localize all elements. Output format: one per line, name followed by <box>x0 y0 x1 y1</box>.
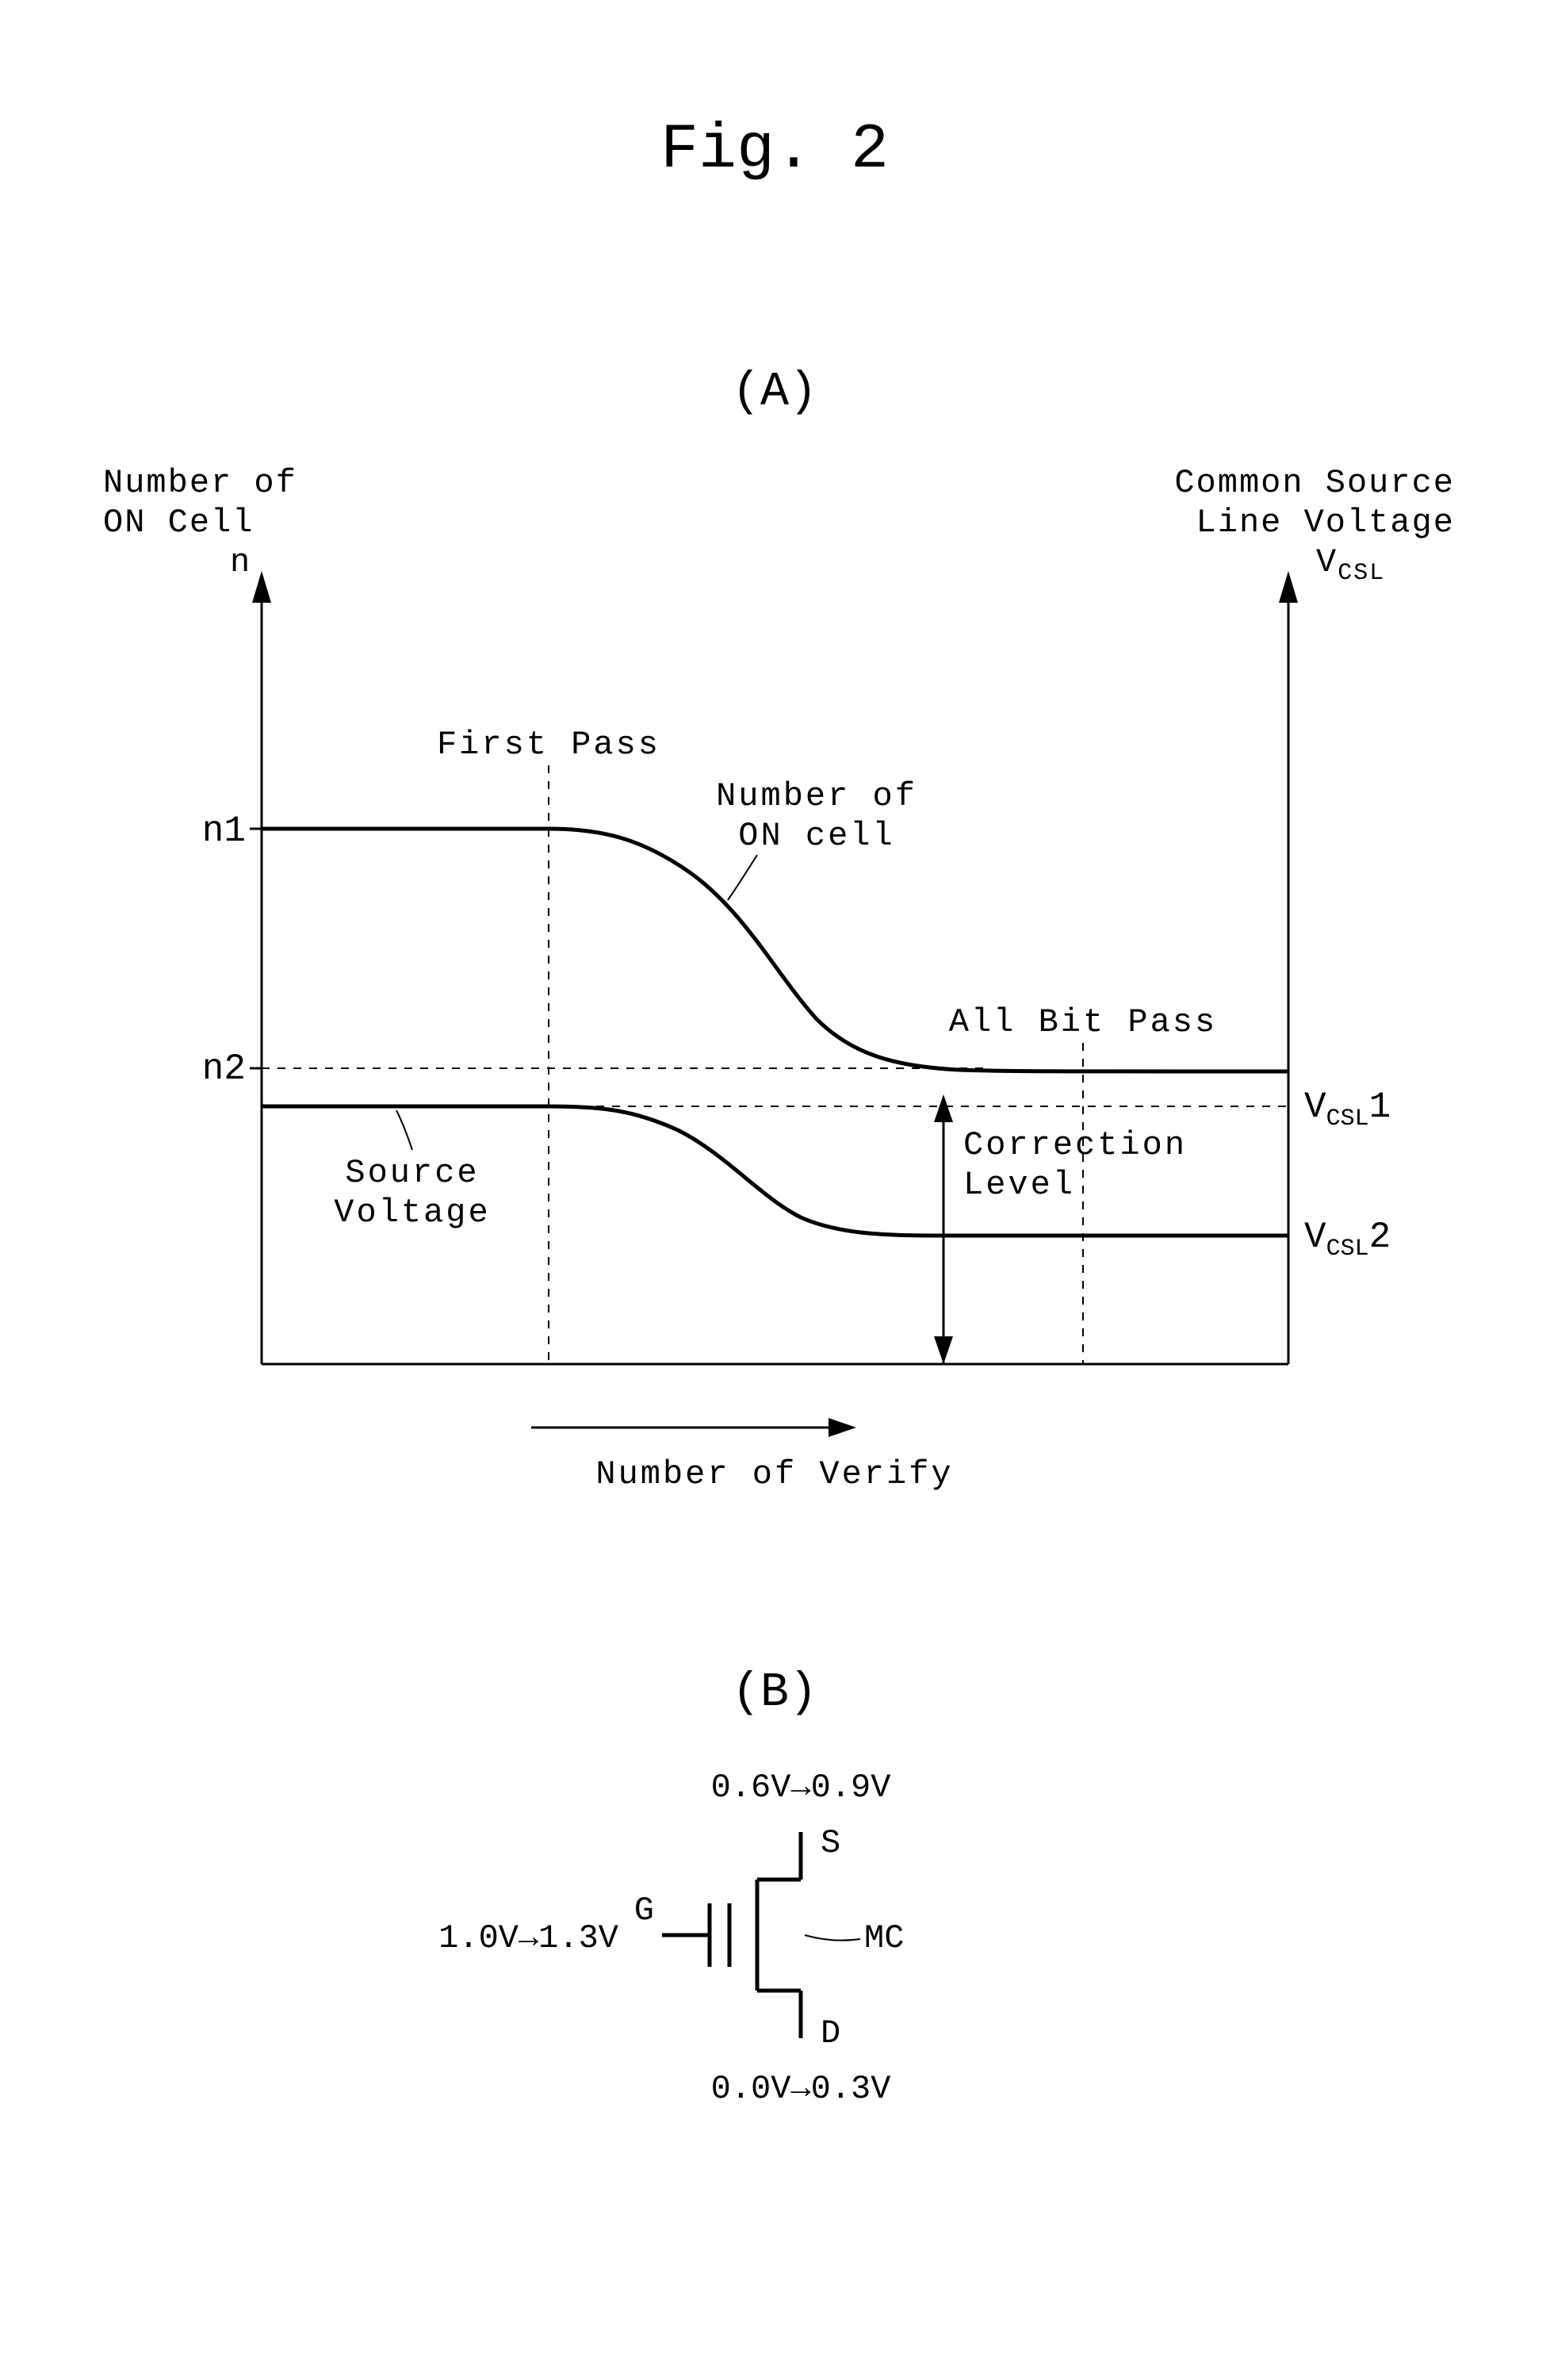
source-voltage-label-2: Voltage <box>334 1194 490 1232</box>
gate-value: 1.0V→1.3V <box>438 1919 618 1957</box>
right-axis-symbol: VCSL <box>1316 543 1385 587</box>
panel-b-transistor: G S D MC 1.0V→1.3V 0.6V→0.9V 0.0V→0.3V <box>438 1769 904 2108</box>
x-axis-arrow-head <box>829 1418 856 1437</box>
panel-b-label: (B) <box>732 1666 817 1720</box>
tick-vcsl1: VCSL1 <box>1304 1087 1391 1133</box>
left-axis-title-2: ON Cell <box>103 504 254 542</box>
x-axis-label: Number of Verify <box>595 1455 953 1493</box>
first-pass-label: First Pass <box>437 726 660 764</box>
tick-n2: n2 <box>202 1048 246 1090</box>
figure-title: Fig. 2 <box>660 114 889 186</box>
panel-a-chart: Number of ON Cell n Common Source Line V… <box>103 464 1455 1493</box>
svg-text:VCSL1: VCSL1 <box>1304 1087 1391 1133</box>
terminal-g: G <box>634 1891 654 1930</box>
terminal-d: D <box>821 2014 840 2052</box>
svg-text:VCSL: VCSL <box>1316 543 1385 587</box>
mc-label: MC <box>864 1919 904 1957</box>
source-value: 0.6V→0.9V <box>711 1769 891 1807</box>
correction-label-1: Correction <box>963 1126 1187 1164</box>
on-cell-label-1: Number of <box>716 777 917 815</box>
left-axis-title-1: Number of <box>103 464 297 502</box>
terminal-s: S <box>821 1824 840 1862</box>
source-voltage-label-1: Source <box>345 1154 479 1192</box>
drain-value: 0.0V→0.3V <box>711 2070 891 2108</box>
correction-arrow-top <box>934 1094 953 1122</box>
figure: Fig. 2 (A) Number of ON Cell n Common So… <box>0 0 1550 2380</box>
y-axis-right-arrow <box>1279 571 1298 603</box>
left-axis-symbol: n <box>230 543 251 581</box>
on-cell-label-2: ON cell <box>738 817 894 855</box>
correction-label-2: Level <box>963 1166 1075 1204</box>
source-voltage-leader <box>396 1110 412 1150</box>
tick-vcsl2: VCSL2 <box>1304 1217 1391 1263</box>
correction-arrow-bot <box>934 1336 953 1364</box>
mc-leader <box>805 1935 860 1941</box>
right-axis-title-1: Common Source <box>1174 464 1455 502</box>
y-axis-left-arrow <box>252 571 271 603</box>
on-cell-leader <box>728 855 757 900</box>
svg-text:VCSL2: VCSL2 <box>1304 1217 1391 1263</box>
all-bit-pass-label: All Bit Pass <box>949 1003 1217 1041</box>
panel-a-label: (A) <box>732 366 817 420</box>
right-axis-title-2: Line Voltage <box>1196 504 1455 542</box>
tick-n1: n1 <box>202 811 246 852</box>
